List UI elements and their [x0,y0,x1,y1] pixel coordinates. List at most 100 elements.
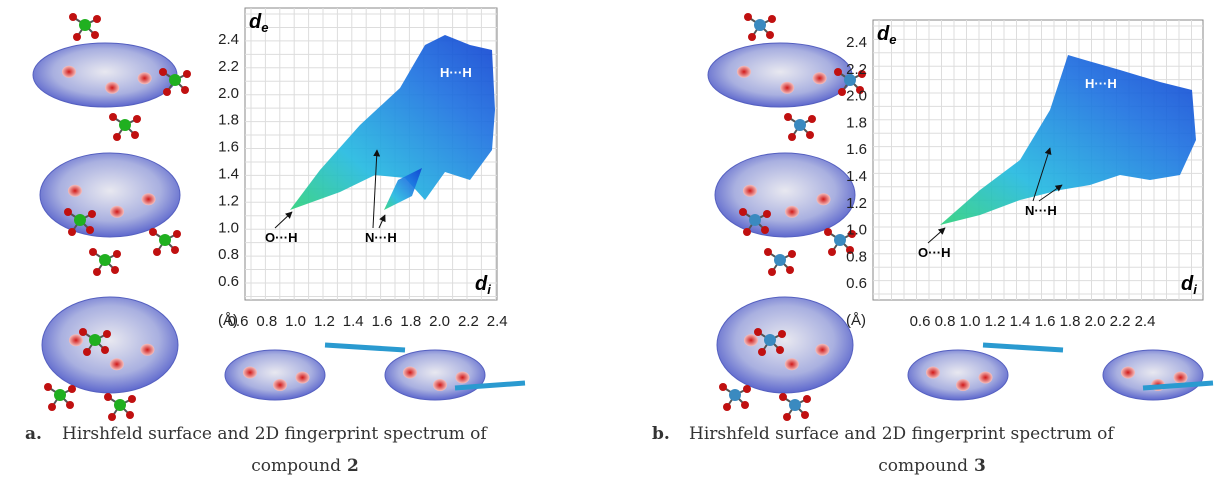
oxygen-atom [748,33,756,41]
x-axis-label-main: d [475,273,488,295]
molecule-stick [454,380,526,391]
central-atom [159,234,171,246]
oxygen-atom [113,133,121,141]
y-tick-label: 0.8 [218,246,239,263]
oxygen-atom [44,383,52,391]
hirshfeld-surface [384,349,486,401]
contact-spot [455,371,470,384]
central-atom [169,74,181,86]
hirshfeld-surface [41,296,179,394]
oxygen-atom [181,86,189,94]
y-tick-label: 2.2 [846,61,867,78]
caption-text: compound [251,456,341,476]
oxygen-atom [786,266,794,274]
annotation: H···H [440,65,472,80]
oxygen-atom [149,228,157,236]
oxygen-atom [778,330,786,338]
compound-number: 3 [974,456,986,476]
x-tick-label: 0.6 [228,313,249,330]
contact-spot [1173,371,1188,384]
contact-spot [69,334,83,347]
oxygen-atom [126,411,134,419]
unit-label: (Å) [218,312,238,329]
oxygen-atom [754,328,762,336]
oxygen-atom [783,413,791,421]
central-atom [54,389,66,401]
hirshfeld-surface [716,296,854,394]
molecule-stick [324,342,406,353]
y-tick-label: 1.8 [846,114,867,131]
contact-spot [737,65,751,78]
x-tick-label: 1.4 [1010,313,1031,330]
central-atom [754,19,766,31]
contact-spot [62,65,76,78]
contact-spot [784,358,799,371]
oxygen-atom [788,133,796,141]
x-tick-label: 0.8 [256,313,277,330]
contact-spot [956,379,970,391]
oxygen-atom [171,246,179,254]
oxygen-atom [93,268,101,276]
caption: Hirshfeld surface and 2D fingerprint spe… [689,424,1115,444]
oxygen-atom [743,385,751,393]
oxygen-atom [801,411,809,419]
central-atom [114,399,126,411]
contact-spot [105,81,120,94]
oxygen-atom [739,208,747,216]
oxygen-atom [784,113,792,121]
oxygen-atom [856,86,864,94]
molecule-stick [1142,380,1214,391]
x-tick-label: 1.0 [960,313,981,330]
oxygen-atom [64,208,72,216]
contact-spot [816,193,831,206]
x-tick-label: 1.8 [1060,313,1081,330]
hirshfeld-surface [224,349,326,401]
y-tick-label: 1.8 [218,112,239,129]
contact-spot [137,72,152,85]
oxygen-atom [111,266,119,274]
oxygen-atom [808,115,816,123]
caption: Hirshfeld surface and 2D fingerprint spe… [62,424,488,444]
oxygen-atom [79,328,87,336]
contact-spot [744,334,758,347]
y-tick-label: 1.6 [846,141,867,158]
oxygen-atom [173,230,181,238]
oxygen-atom [779,393,787,401]
central-atom [789,399,801,411]
oxygen-atom [834,68,842,76]
caption: compound 3 [878,456,986,476]
oxygen-atom [68,385,76,393]
annotation: O···H [265,230,298,245]
x-axis-label-sub: i [487,282,491,297]
central-atom [794,119,806,131]
y-tick-label: 1.0 [846,222,867,239]
panel-label: a. [25,424,42,444]
oxygen-atom [103,330,111,338]
contact-spot [926,366,940,379]
arrow [372,149,381,229]
oxygen-atom [153,248,161,256]
y-tick-label: 2.4 [846,34,867,51]
y-tick-label: 1.4 [846,168,867,185]
oxygen-atom [761,226,769,234]
molecule-stick [982,342,1064,353]
contact-spot [812,72,827,85]
oxygen-atom [744,13,752,21]
x-tick-label: 1.0 [285,313,306,330]
y-tick-label: 1.0 [218,219,239,236]
arrow [274,211,293,229]
central-atom [729,389,741,401]
x-tick-label: 0.8 [935,313,956,330]
oxygen-atom [104,393,112,401]
compound-number: 2 [347,456,359,476]
y-tick-label: 2.4 [218,31,239,48]
oxygen-atom [743,228,751,236]
central-atom [749,214,761,226]
oxygen-atom [108,413,116,421]
contact-spot [109,358,124,371]
x-tick-label: 1.8 [400,313,421,330]
y-tick-label: 1.6 [218,139,239,156]
central-atom [774,254,786,266]
hirshfeld-surface [1102,349,1204,401]
